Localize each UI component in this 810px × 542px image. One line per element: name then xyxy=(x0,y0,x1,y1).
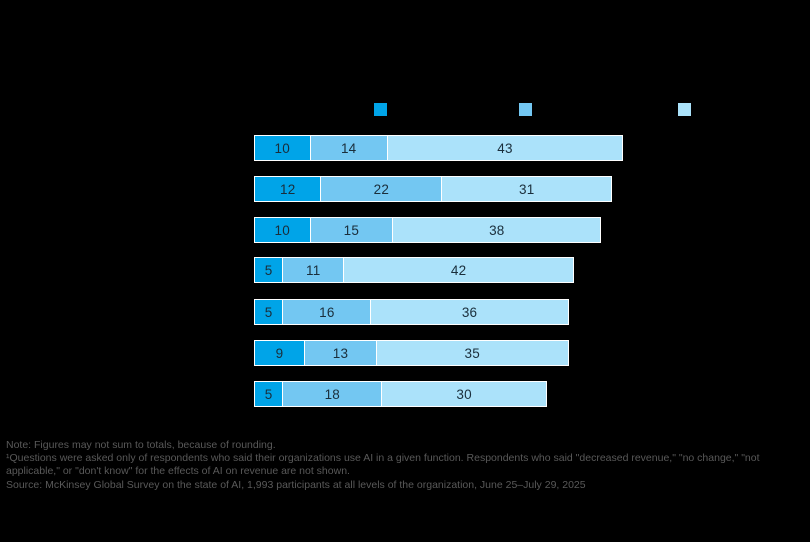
bar-segment-row3-series2: 15 xyxy=(310,218,393,242)
bar-row-3: 10 15 38 xyxy=(254,217,602,243)
bar-segment-row5-series2: 16 xyxy=(283,300,371,324)
legend-swatch-3 xyxy=(678,103,691,116)
bar-segment-row7-series3: 30 xyxy=(382,382,546,406)
bar-row-2: 12 22 31 xyxy=(254,176,613,202)
bar-segment-row1-series3: 43 xyxy=(387,136,623,160)
bar-row-5: 5 16 36 xyxy=(254,299,569,325)
bar-segment-row1-series2: 14 xyxy=(310,136,387,160)
bar-segment-row2-series3: 31 xyxy=(442,177,612,201)
footnote-source: Source: McKinsey Global Survey on the st… xyxy=(6,478,586,491)
bar-segment-row3-series3: 38 xyxy=(393,218,601,242)
bar-row-1: 10 14 43 xyxy=(254,135,624,161)
legend-swatch-1 xyxy=(374,103,387,116)
footnote-question-line-2: applicable," or "don't know" for the eff… xyxy=(6,465,350,478)
bar-segment-row4-series1: 5 xyxy=(255,258,283,282)
footnote-question-line-1: ¹Questions were asked only of respondent… xyxy=(6,452,760,465)
bar-segment-row6-series1: 9 xyxy=(255,341,305,365)
bar-row-6: 9 13 35 xyxy=(254,340,569,366)
bar-segment-row3-series1: 10 xyxy=(255,218,310,242)
legend-swatch-2 xyxy=(519,103,532,116)
bar-segment-row6-series2: 13 xyxy=(305,341,376,365)
bar-row-7: 5 18 30 xyxy=(254,381,547,407)
bar-segment-row6-series3: 35 xyxy=(376,341,568,365)
bar-segment-row5-series1: 5 xyxy=(255,300,283,324)
bar-segment-row2-series1: 12 xyxy=(255,177,321,201)
bar-segment-row2-series2: 22 xyxy=(321,177,442,201)
bar-segment-row1-series1: 10 xyxy=(255,136,310,160)
bar-row-4: 5 11 42 xyxy=(254,257,575,283)
bar-segment-row4-series2: 11 xyxy=(283,258,344,282)
bar-segment-row7-series1: 5 xyxy=(255,382,283,406)
footnotes: Note: Figures may not sum to totals, bec… xyxy=(6,439,806,492)
bar-segment-row4-series3: 42 xyxy=(344,258,574,282)
footnote-rounding: Note: Figures may not sum to totals, bec… xyxy=(6,439,276,451)
bar-segment-row5-series3: 36 xyxy=(371,300,568,324)
bar-segment-row7-series2: 18 xyxy=(283,382,382,406)
